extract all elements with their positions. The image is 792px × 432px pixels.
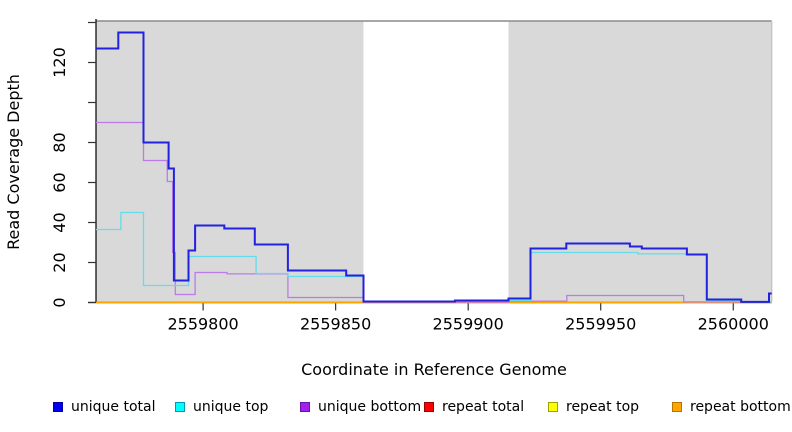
legend-label: unique top (193, 399, 269, 415)
legend-item-unique-bottom: unique bottom (300, 396, 421, 418)
series-line-unique-bottom (96, 121, 772, 303)
legend-item-repeat-bottom: repeat bottom (672, 396, 791, 418)
y-tick-label: 0 (50, 297, 69, 307)
x-tick-label: 2559950 (565, 315, 636, 334)
x-tick-label: 2559850 (300, 315, 371, 334)
legend-label: repeat top (566, 399, 640, 415)
legend-swatch-icon (175, 402, 185, 412)
series-lines (96, 31, 772, 304)
legend-swatch-icon (300, 402, 310, 412)
legend-label: repeat total (442, 399, 525, 415)
legend-item-unique-total: unique total (53, 396, 155, 418)
legend-swatch-icon (424, 402, 434, 412)
legend-label: unique total (71, 399, 156, 415)
masked-region-shade (96, 21, 364, 302)
y-tick-label: 80 (50, 132, 69, 152)
legend-item-repeat-total: repeat total (424, 396, 524, 418)
y-tick-label: 60 (50, 172, 69, 192)
chart-legend: unique total unique top unique bottom repea… (0, 396, 792, 418)
legend-swatch-icon (53, 402, 63, 412)
y-axis-title: Read Coverage Depth (4, 74, 23, 250)
x-tick-label: 2560000 (698, 315, 769, 334)
y-tick-label: 40 (50, 212, 69, 232)
legend-swatch-icon (672, 402, 682, 412)
x-axis-title: Coordinate in Reference Genome (301, 360, 567, 379)
legend-item-unique-top: unique top (175, 396, 268, 418)
legend-label: unique bottom (318, 399, 422, 415)
axes: 0 20 40 60 80 120 2559800 2559850 2559900 2559950… (50, 19, 772, 334)
shaded-regions (96, 20, 773, 302)
y-tick-label: 120 (50, 47, 69, 78)
masked-region-shade (508, 21, 772, 302)
legend-swatch-icon (548, 402, 558, 412)
legend-item-repeat-top: repeat top (548, 396, 639, 418)
series-line-unique-total (96, 31, 772, 303)
legend-label: repeat bottom (690, 399, 791, 415)
x-tick-label: 2559900 (433, 315, 504, 334)
x-tick-label: 2559800 (167, 315, 238, 334)
y-tick-label: 20 (50, 252, 69, 272)
